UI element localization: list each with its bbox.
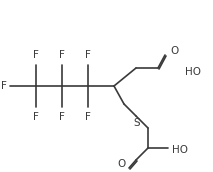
- Text: O: O: [118, 159, 126, 169]
- Text: F: F: [1, 81, 7, 91]
- Text: F: F: [85, 50, 91, 60]
- Text: F: F: [59, 50, 65, 60]
- Text: F: F: [59, 112, 65, 122]
- Text: O: O: [170, 46, 178, 56]
- Text: F: F: [85, 112, 91, 122]
- Text: HO: HO: [172, 145, 188, 155]
- Text: S: S: [134, 118, 140, 128]
- Text: F: F: [33, 112, 39, 122]
- Text: HO: HO: [185, 67, 201, 77]
- Text: F: F: [33, 50, 39, 60]
